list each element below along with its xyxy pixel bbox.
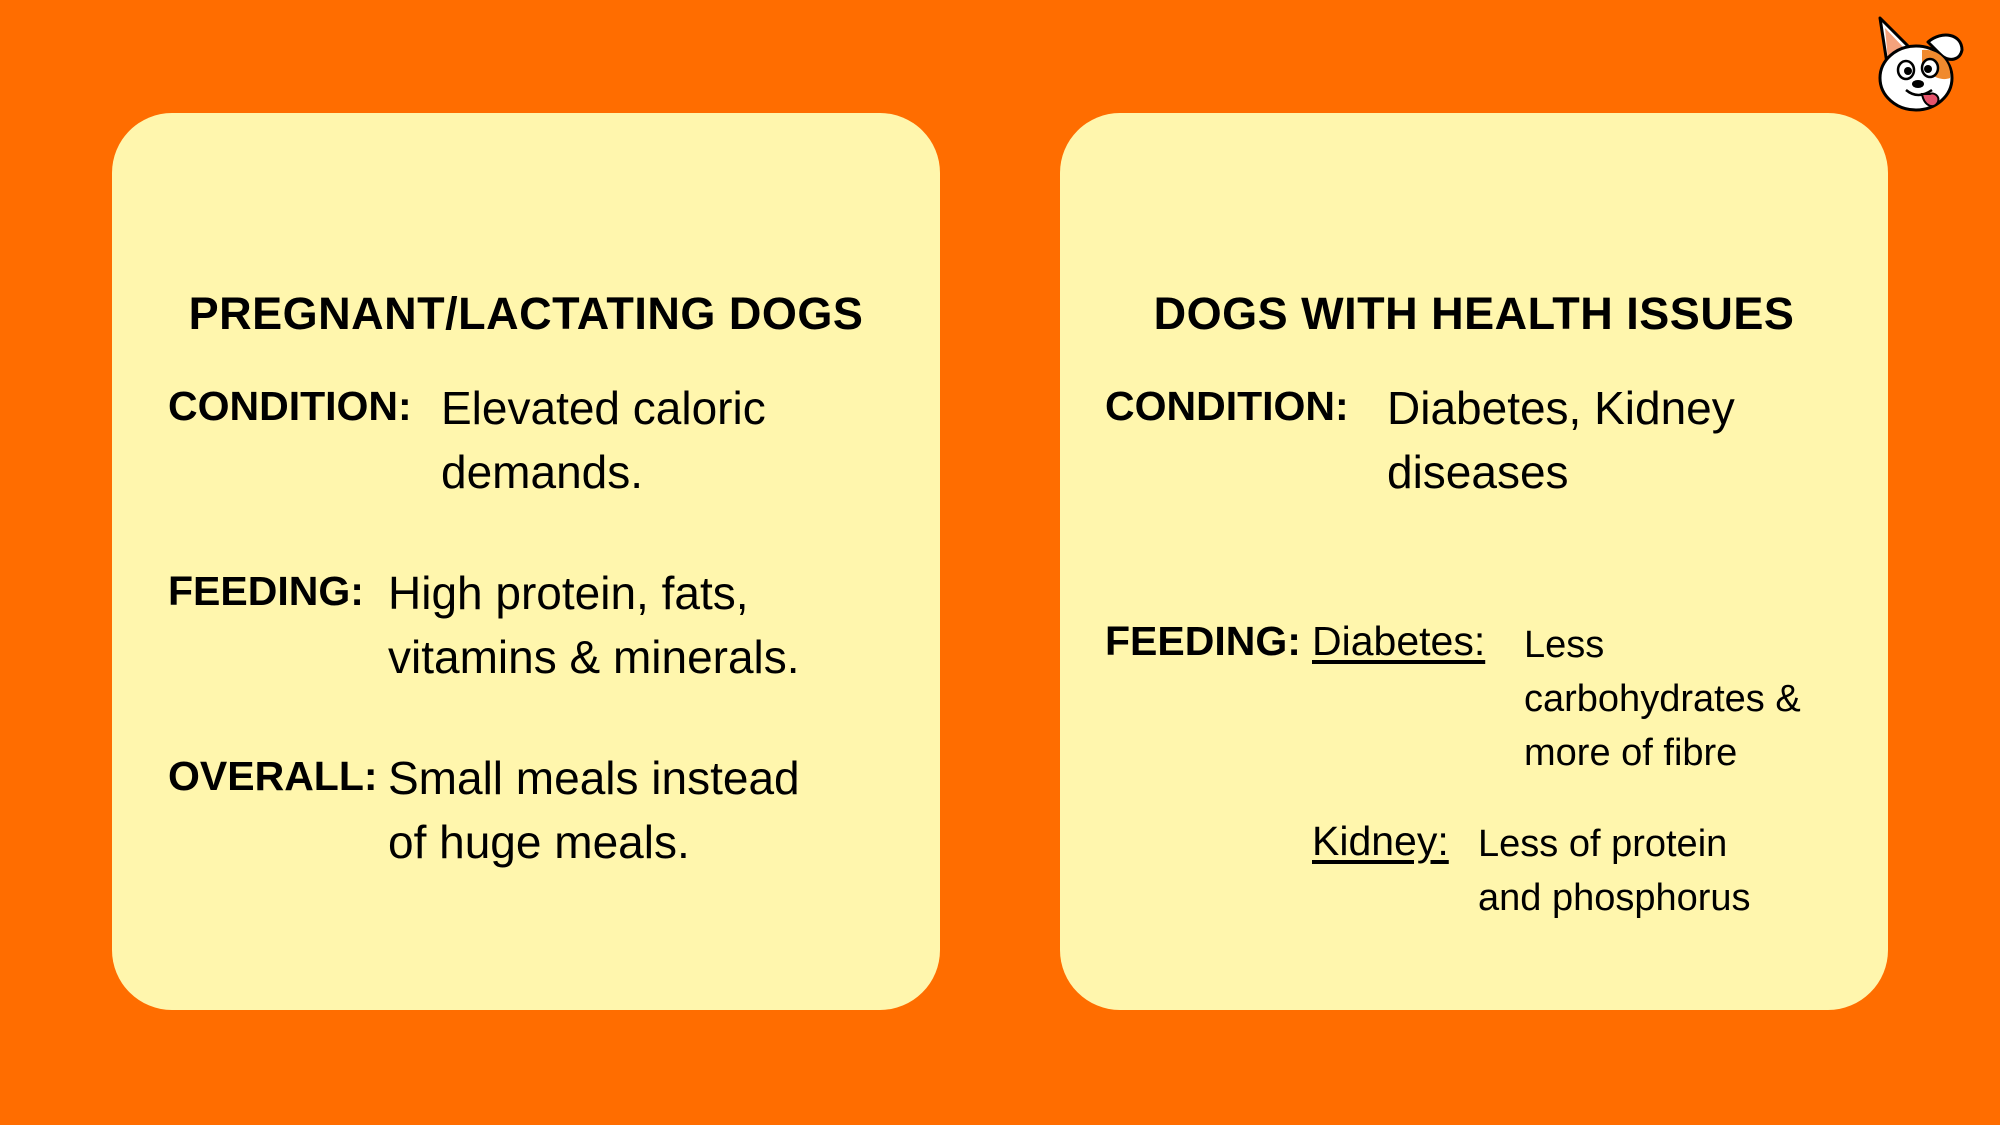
feeding-label: FEEDING: <box>1105 618 1301 664</box>
diabetes-sublabel: Diabetes: <box>1312 618 1486 664</box>
kidney-sublabel: Kidney: <box>1312 818 1449 864</box>
card-title: PREGNANT/LACTATING DOGS <box>188 288 864 339</box>
overall-value: Small meals instead of huge meals. <box>388 752 800 868</box>
feeding-value: High protein, fats, vitamins & minerals. <box>388 567 800 683</box>
condition-label: CONDITION: <box>1105 383 1349 429</box>
overall-label: OVERALL: <box>168 753 378 799</box>
condition-value: Diabetes, Kidney diseases <box>1387 382 1735 498</box>
card-title: DOGS WITH HEALTH ISSUES <box>1153 288 1795 339</box>
dog-face-icon <box>1870 12 1966 122</box>
card-health-issues: DOGS WITH HEALTH ISSUES CONDITION: Diabe… <box>1060 113 1888 1010</box>
feeding-label: FEEDING: <box>168 568 364 614</box>
condition-value: Elevated caloric demands. <box>441 382 766 498</box>
card-pregnant-lactating: PREGNANT/LACTATING DOGS CONDITION: Eleva… <box>112 113 940 1010</box>
kidney-value: Less of protein and phosphorus <box>1478 823 1751 919</box>
condition-label: CONDITION: <box>168 383 412 429</box>
diabetes-value: Less carbohydrates & more of fibre <box>1524 624 1801 774</box>
